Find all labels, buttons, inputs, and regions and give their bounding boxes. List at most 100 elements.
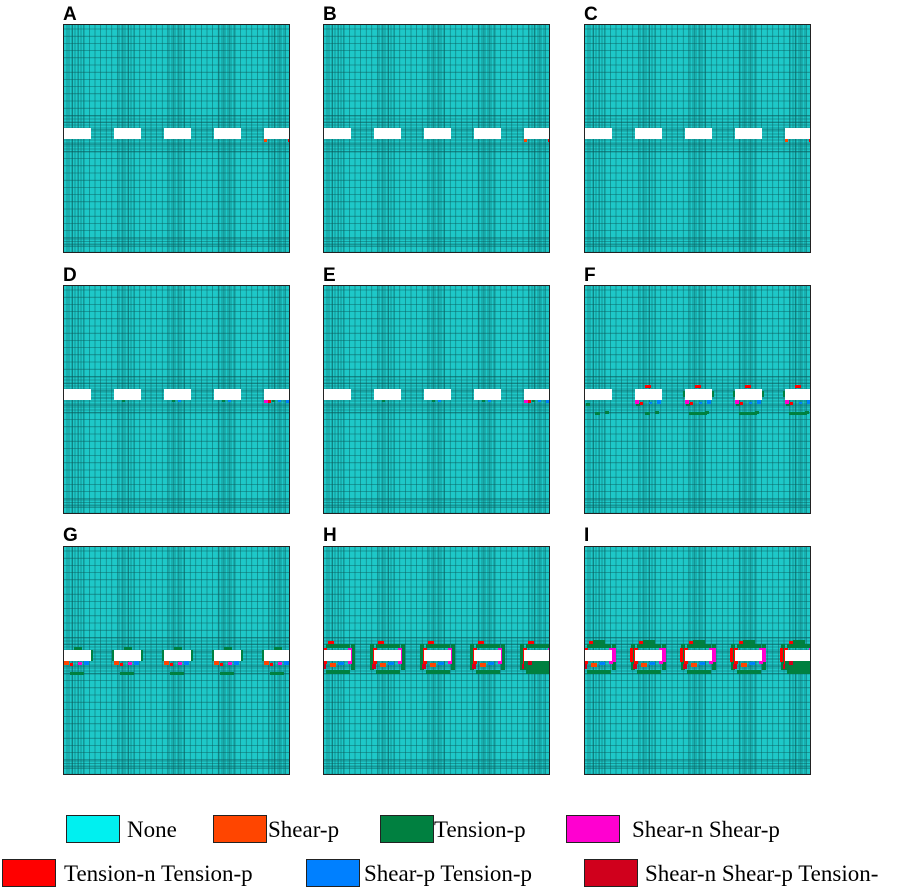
panel-frame	[63, 546, 290, 775]
mesh-grid	[63, 285, 290, 514]
mesh-svg	[584, 285, 811, 514]
plastic-zone-shear-p	[64, 661, 69, 665]
panel-label-c: C	[584, 4, 598, 25]
plastic-zone-tension-p	[789, 412, 807, 415]
plastic-zone-shear-p-tension-p	[538, 400, 541, 402]
opening	[424, 128, 451, 139]
plastic-zone-shear-p-tension-p	[599, 662, 605, 665]
plastic-zone-shear-n-shear-p-tension	[422, 664, 426, 669]
plastic-zone-shear-p-tension-p	[178, 400, 181, 402]
plastic-zone-tension-p	[787, 670, 811, 674]
legend-label-tension-n-tension-p: Tension-n Tension-p	[64, 861, 253, 886]
plastic-zone-tension-p	[351, 644, 355, 670]
plastic-zone-tension-p	[482, 400, 485, 402]
plastic-zone-shear-p-tension-p	[286, 400, 290, 403]
legend-item-shear-p-tension-p: Shear-p Tension-p	[306, 859, 596, 889]
plastic-zone-shear-p-tension-p	[488, 662, 494, 665]
plastic-zone-shear-n-shear-p	[128, 662, 132, 665]
plastic-zone-tension-p	[262, 650, 265, 661]
plastic-zone-tension-p	[172, 400, 175, 402]
legend-label-shear-p: Shear-p	[268, 817, 340, 842]
plastic-zone-tension-n-tension-p	[528, 641, 534, 644]
plastic-zone-tension-p	[432, 400, 435, 402]
legend-label-tension-p: Tension-p	[434, 817, 526, 842]
opening	[785, 389, 811, 400]
plastic-zone-tension-p	[476, 670, 500, 674]
opening	[474, 389, 501, 400]
plastic-zone-shear-p	[785, 139, 788, 142]
plastic-zone-shear-p-tension-p	[438, 400, 441, 402]
plastic-zone-tension-n-tension-p	[645, 385, 651, 388]
mesh-svg	[323, 285, 550, 514]
plastic-zone-shear-n-shear-p-tension	[323, 664, 326, 669]
mesh-svg	[63, 546, 290, 775]
plastic-zone-shear-p	[524, 139, 527, 142]
mesh-svg	[584, 546, 811, 775]
opening	[214, 128, 241, 139]
plastic-zone-shear-n-shear-p-tension	[733, 664, 737, 669]
opening	[635, 128, 662, 139]
plastic-zone-tension-p	[737, 670, 761, 674]
plastic-zone-tension-p	[376, 670, 400, 674]
panel-frame	[584, 546, 811, 775]
opening	[785, 650, 811, 661]
opening	[64, 389, 91, 400]
plastic-zone-tension-p	[686, 403, 690, 406]
plastic-zone-tension-n-tension-p	[428, 641, 434, 644]
opening	[114, 650, 141, 661]
panel-label-h: H	[323, 525, 337, 546]
opening	[114, 128, 141, 139]
opening	[424, 650, 451, 661]
plastic-zone-tension-p	[140, 650, 143, 661]
mesh-svg	[584, 24, 811, 253]
plastic-zone-tension-p	[190, 650, 193, 661]
plastic-zone-tension-p	[636, 403, 640, 406]
plastic-zone-tension-p	[787, 644, 811, 648]
plastic-zone-tension-n-tension-p	[70, 663, 73, 666]
plastic-zone-tension-p	[124, 647, 132, 650]
plastic-zone-tension-p	[382, 400, 385, 402]
legend-item-tension-n-tension-p: Tension-n Tension-p	[0, 859, 290, 889]
plastic-zone-shear-n-shear-p	[228, 662, 232, 665]
opening	[164, 128, 191, 139]
plastic-zone-tension-n-tension-p	[170, 663, 173, 666]
plastic-zone-tension-p	[240, 650, 243, 661]
plastic-zone-shear-n-shear-p	[278, 662, 282, 665]
plastic-zone-tension-n-tension-p	[120, 663, 123, 666]
plastic-zone-shear-p-tension-p	[649, 662, 655, 665]
plastic-zone-tension-p	[170, 672, 184, 675]
plastic-zone-tension-p	[783, 391, 786, 397]
plastic-zone-tension-n-tension-p	[695, 385, 701, 388]
plastic-zone-shear-p	[214, 661, 219, 665]
plastic-zone-shear-p-tension-p	[338, 662, 344, 665]
plastic-zone-tension-p	[274, 647, 282, 650]
plastic-zone-shear-n-shear-p-tension	[633, 664, 637, 669]
plastic-zone-tension-p	[270, 672, 284, 675]
plastic-zone-tension-p	[687, 670, 711, 674]
plastic-zone-tension-p	[174, 647, 182, 650]
plastic-zone-tension-p	[637, 644, 661, 648]
plastic-zone-shear-n-shear-p-tension	[528, 661, 532, 665]
plastic-zone-shear-n-shear-p-tension	[683, 664, 687, 669]
plastic-zone-tension-p	[655, 411, 659, 414]
plastic-zone-tension-p	[786, 403, 790, 406]
plastic-zone-shear-p-tension-p	[134, 661, 139, 665]
plastic-zone-shear-p	[264, 139, 267, 142]
plastic-zone-shear-n-shear-p	[264, 400, 268, 403]
panel-label-a: A	[63, 4, 77, 25]
plastic-zone-shear-p-tension-p	[707, 400, 711, 404]
legend-item-shear-n-shear-p-tension: Shear-n Shear-p Tension-	[584, 859, 913, 889]
plastic-zone-shear-p	[741, 663, 747, 667]
panel-label-b: B	[323, 4, 337, 25]
plastic-zone-shear-p-tension-p	[284, 661, 289, 665]
plastic-zone-tension-n-tension-p	[680, 648, 683, 662]
plastic-zone-tension-p	[645, 412, 650, 415]
opening	[474, 650, 501, 661]
plastic-zone-tension-p	[761, 391, 764, 397]
opening	[685, 650, 712, 661]
plastic-zone-tension-p	[532, 400, 535, 402]
plastic-zone-tension-p	[426, 644, 450, 648]
plastic-zone-tension-p	[370, 644, 374, 670]
plastic-zone-tension-p	[605, 411, 609, 414]
plastic-zone-tension-n-tension-p	[528, 400, 531, 403]
